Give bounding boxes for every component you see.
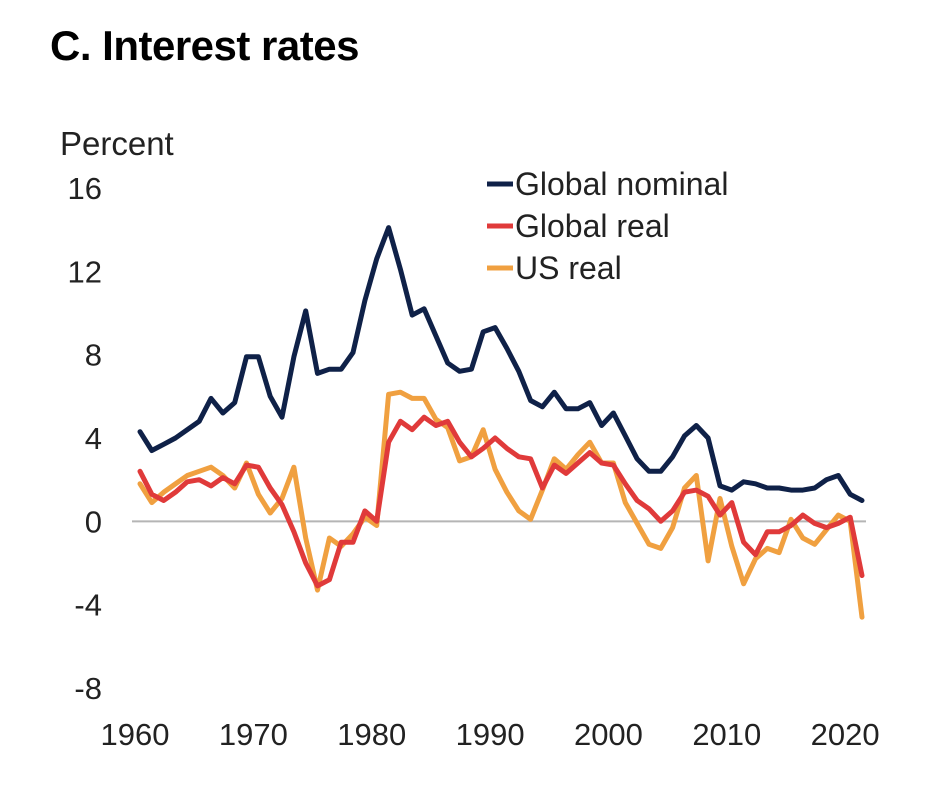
y-tick-labels: 16 12 8 4 0 -4 -8 [68, 171, 102, 706]
y-tick-label: 8 [85, 338, 102, 373]
legend-label: Global nominal [515, 166, 728, 202]
legend-label: US real [515, 250, 622, 286]
x-tick-label: 2010 [692, 717, 761, 752]
y-tick-label: 12 [68, 254, 102, 289]
x-tick-labels: 1960 1970 1980 1990 2000 2010 2020 [101, 717, 880, 752]
y-tick-label: -8 [74, 671, 102, 706]
x-tick-label: 1960 [101, 717, 170, 752]
x-tick-label: 1970 [219, 717, 288, 752]
series-lines [137, 225, 865, 620]
legend-label: Global real [515, 208, 670, 244]
series-line-global-nominal [137, 225, 865, 503]
y-tick-label: 4 [85, 421, 102, 456]
legend: Global nominal Global real US real [487, 166, 728, 286]
x-tick-label: 1990 [456, 717, 525, 752]
series-line-global-real [137, 414, 865, 589]
x-tick-label: 2000 [574, 717, 643, 752]
chart-title: C. Interest rates [50, 22, 359, 69]
x-tick-label: 1980 [337, 717, 406, 752]
y-tick-label: -4 [74, 588, 102, 623]
y-tick-label: 0 [85, 504, 102, 539]
y-axis-unit-label: Percent [60, 125, 174, 162]
x-tick-label: 2020 [811, 717, 880, 752]
y-tick-label: 16 [68, 171, 102, 206]
series-line-us-real [137, 389, 865, 620]
